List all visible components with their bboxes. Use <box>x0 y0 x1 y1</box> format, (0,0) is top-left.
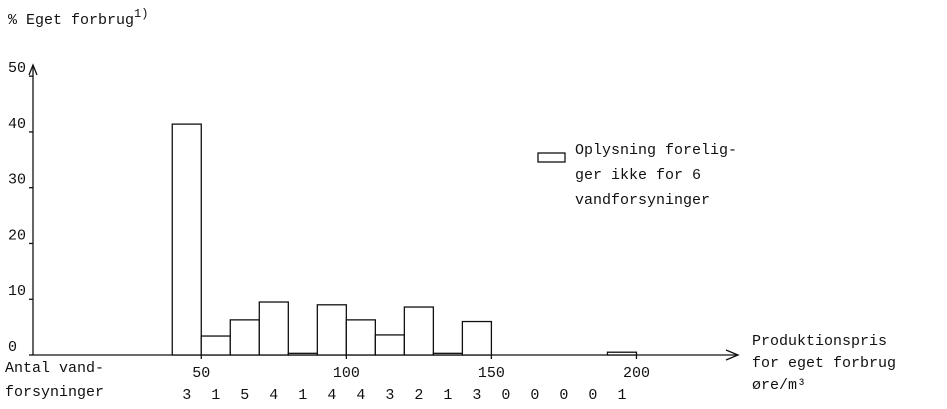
y-tick-label: 10 <box>8 283 26 300</box>
bar <box>403 306 435 356</box>
y-tick-label: 40 <box>8 116 26 133</box>
y-tick-label: 30 <box>8 172 26 189</box>
x-tick-label: 200 <box>623 365 650 382</box>
x-arrow <box>725 349 740 361</box>
y-tick-label: 0 <box>8 339 17 356</box>
legend-text: Oplysning forelig- <box>575 142 737 159</box>
count-axis-label: forsyninger <box>5 384 104 401</box>
x-tick-label: 100 <box>333 365 360 382</box>
x-axis-label: Produktionspris <box>752 333 887 350</box>
legend-text: ger ikke for 6 <box>575 167 701 184</box>
count-label: 2 <box>414 387 423 404</box>
count-label: 3 <box>182 387 191 404</box>
legend-text: vandforsyninger <box>575 192 710 209</box>
count-label: 0 <box>501 387 510 404</box>
bar <box>606 351 638 356</box>
count-label: 4 <box>327 387 336 404</box>
x-tick-label: 50 <box>192 365 210 382</box>
y-arrow <box>28 63 38 76</box>
y-tick-label: 50 <box>8 60 26 77</box>
count-label: 0 <box>559 387 568 404</box>
chart-title: % Eget forbrug1) <box>8 7 148 29</box>
count-label: 5 <box>240 387 249 404</box>
count-label: 1 <box>211 387 220 404</box>
count-label: 0 <box>588 387 597 404</box>
count-label: 3 <box>472 387 481 404</box>
x-axis-label: for eget forbrug <box>752 355 896 372</box>
x-tick-label: 150 <box>478 365 505 382</box>
bar <box>258 301 289 356</box>
count-label: 3 <box>385 387 394 404</box>
count-label: 1 <box>298 387 307 404</box>
title-note: 1) <box>134 7 148 21</box>
bar <box>432 352 464 356</box>
legend-swatch <box>537 152 566 163</box>
bar <box>374 334 406 356</box>
bar <box>200 335 231 356</box>
bar <box>229 319 260 356</box>
y-tick-label: 20 <box>8 227 26 244</box>
count-label: 4 <box>356 387 365 404</box>
bar <box>287 352 318 356</box>
count-label: 4 <box>269 387 278 404</box>
count-axis-label: Antal vand- <box>5 360 104 377</box>
bar <box>461 320 493 356</box>
bar <box>345 319 376 356</box>
count-label: 1 <box>443 387 452 404</box>
x-axis-label: øre/m³ <box>752 377 806 394</box>
count-label: 0 <box>530 387 539 404</box>
bar <box>316 304 347 356</box>
bar <box>171 123 202 356</box>
title-text: % Eget forbrug <box>8 12 134 29</box>
count-label: 1 <box>617 387 626 404</box>
